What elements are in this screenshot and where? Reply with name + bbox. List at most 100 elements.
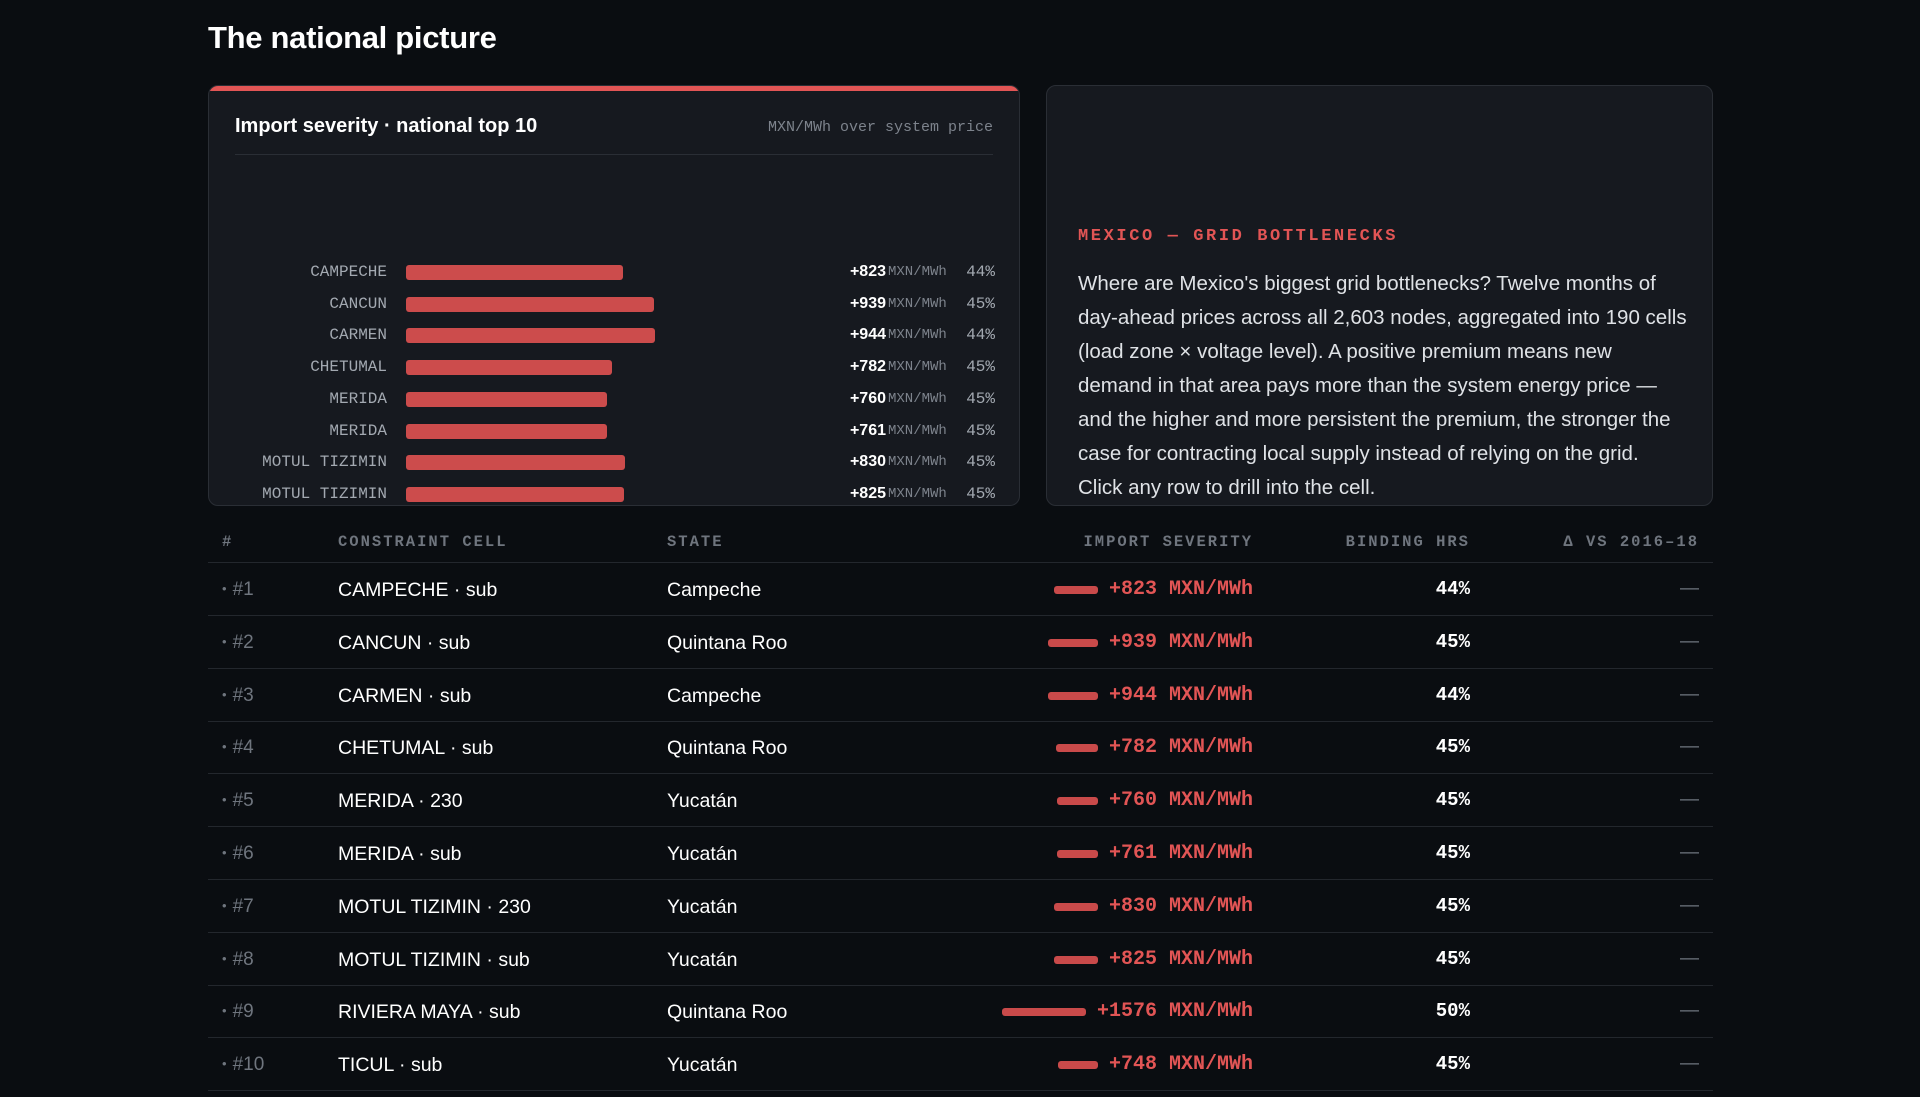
row-rank-label: #1	[232, 579, 254, 600]
bar-row: MERIDA +761 MXN/MWh 45%	[209, 419, 1019, 443]
row-binding-hrs: 45%	[1435, 894, 1470, 917]
bar-unit-label: MXN/MWh	[888, 327, 947, 344]
row-binding-hrs: 45%	[1435, 736, 1470, 759]
row-severity-bar	[1054, 955, 1099, 964]
row-delta: —	[1680, 630, 1699, 652]
bar-binding-pct: 45%	[966, 294, 995, 313]
row-state: Yucatán	[667, 843, 738, 865]
intro-eyebrow: MEXICO — GRID BOTTLENECKS	[1078, 227, 1399, 246]
bar-label: CHETUMAL	[310, 358, 387, 377]
header-rank[interactable]: #	[222, 533, 234, 551]
row-rank: • #1	[222, 579, 254, 601]
intro-body: Where are Mexico's biggest grid bottlene…	[1078, 272, 1687, 499]
expand-dot-icon: •	[222, 686, 227, 702]
bar-label: MOTUL TIZIMIN	[262, 453, 387, 472]
table-row[interactable]: • #3 CARMEN · sub Campeche +944 MXN/MWh 44% —	[208, 669, 1713, 722]
row-constraint-cell: CANCUN · sub	[338, 631, 471, 654]
table-row[interactable]: • #4 CHETUMAL · sub Quintana Roo +782 MXN/MW…	[208, 721, 1713, 775]
row-rank: • #4	[222, 737, 254, 759]
bar-binding-pct: 44%	[966, 326, 995, 345]
row-delta: —	[1680, 578, 1699, 599]
row-constraint-cell: MOTUL TIZIMIN · sub	[338, 948, 530, 971]
bar-value-label: +939	[849, 294, 886, 312]
bar-value-label: +823	[849, 263, 886, 280]
row-delta: —	[1680, 683, 1699, 705]
bar-row: CARMEN +944 MXN/MWh 44%	[209, 323, 1019, 347]
row-import-severity: +823 MXN/MWh	[1108, 578, 1253, 601]
header-delta[interactable]: Δ VS 2016–18	[1563, 533, 1699, 551]
row-severity-bar	[1054, 902, 1099, 911]
table-row[interactable]: • #6 MERIDA · sub Yucatán +761 MXN/MWh 45% —	[208, 827, 1713, 880]
bar	[406, 296, 654, 312]
row-severity-bar	[1054, 586, 1099, 594]
bar-label: CARMEN	[329, 326, 387, 345]
bar-value-label: +830	[849, 453, 886, 471]
bar-row: CANCUN +939 MXN/MWh 45%	[209, 292, 1019, 316]
expand-dot-icon: •	[222, 950, 227, 966]
row-rank: • #10	[222, 1054, 264, 1076]
row-import-severity: +761 MXN/MWh	[1108, 842, 1253, 865]
chart-header: Import severity · national top 10 MXN/MW…	[235, 114, 993, 155]
expand-dot-icon: •	[222, 1003, 227, 1019]
bar-label: MERIDA	[329, 421, 387, 440]
row-severity-bar	[1056, 744, 1099, 753]
row-rank-label: #5	[232, 790, 254, 812]
bar-row: CHETUMAL +782 MXN/MWh 45%	[209, 355, 1019, 379]
header-import-severity[interactable]: IMPORT SEVERITY	[1083, 533, 1253, 551]
header-state[interactable]: STATE	[667, 533, 724, 551]
bar	[406, 360, 612, 376]
bar-value-label: +782	[849, 358, 886, 376]
bar-row: MOTUL TIZIMIN +825 MXN/MWh 45%	[209, 482, 1019, 505]
row-state: Quintana Roo	[667, 737, 788, 760]
row-rank-label: #8	[232, 948, 254, 970]
bar-binding-pct: 45%	[966, 421, 995, 440]
row-constraint-cell: CAMPECHE · sub	[338, 579, 498, 601]
row-constraint-cell: TICUL · sub	[338, 1054, 443, 1077]
bar-binding-pct: 45%	[966, 453, 995, 472]
row-severity-bar	[1057, 850, 1099, 858]
bar	[406, 486, 624, 502]
row-rank: • #5	[222, 790, 254, 812]
row-binding-hrs: 45%	[1435, 842, 1470, 864]
table-row[interactable]: • #7 MOTUL TIZIMIN · 230 Yucatán +830 MXN/MW…	[208, 880, 1713, 933]
row-binding-hrs: 45%	[1435, 1053, 1470, 1076]
row-binding-hrs: 45%	[1435, 947, 1470, 970]
bar-value-label: +760	[849, 389, 886, 407]
bar	[406, 328, 655, 344]
bar-unit-label: MXN/MWh	[888, 264, 947, 280]
table-row[interactable]: • #2 CANCUN · sub Quintana Roo +939 MXN/MWh 4…	[208, 616, 1713, 669]
table-row[interactable]: • #9 RIVIERA MAYA · sub Quintana Roo +1576 M…	[208, 985, 1713, 1039]
bar	[406, 391, 607, 407]
bar-row: MOTUL TIZIMIN +830 MXN/MWh 45%	[209, 450, 1019, 474]
bar-binding-pct: 45%	[966, 484, 995, 503]
row-rank-label: #6	[232, 843, 254, 864]
row-rank-label: #10	[232, 1054, 265, 1076]
header-constraint-cell[interactable]: CONSTRAINT CELL	[338, 533, 508, 551]
bar-value-label: +944	[849, 326, 886, 344]
row-import-severity: +782 MXN/MWh	[1108, 736, 1253, 760]
row-constraint-cell: CHETUMAL · sub	[338, 737, 494, 760]
row-delta: —	[1680, 789, 1699, 811]
row-rank-label: #3	[232, 684, 254, 706]
row-rank: • #3	[222, 685, 254, 707]
bar-unit-label: MXN/MWh	[888, 422, 947, 439]
bar-unit-label: MXN/MWh	[888, 295, 947, 312]
row-constraint-cell: MERIDA · sub	[338, 843, 462, 865]
row-import-severity: +944 MXN/MWh	[1108, 683, 1253, 707]
row-delta: —	[1680, 736, 1699, 758]
row-severity-bar	[1002, 1008, 1087, 1017]
chart-title: Import severity · national top 10	[235, 115, 538, 137]
row-rank-label: #4	[232, 737, 254, 759]
bar-label: MERIDA	[329, 389, 387, 408]
bar	[406, 265, 623, 280]
bar	[406, 423, 607, 439]
row-import-severity: +825 MXN/MWh	[1108, 947, 1253, 971]
table-row[interactable]: • #8 MOTUL TIZIMIN · sub Yucatán +825 MXN/MW…	[208, 933, 1713, 986]
row-rank: • #8	[222, 949, 254, 971]
table-row[interactable]: • #10 TICUL · sub Yucatán +748 MXN/MWh 45% —	[208, 1038, 1713, 1092]
table-row[interactable]: • #1 CAMPECHE · sub Campeche +823 MXN/MWh 44%…	[208, 563, 1713, 616]
expand-dot-icon: •	[222, 633, 227, 649]
row-rank: • #9	[222, 1001, 254, 1023]
table-row[interactable]: • #5 MERIDA · 230 Yucatán +760 MXN/MWh 45% —	[208, 774, 1713, 828]
header-binding-hrs[interactable]: BINDING HRS	[1345, 533, 1470, 551]
